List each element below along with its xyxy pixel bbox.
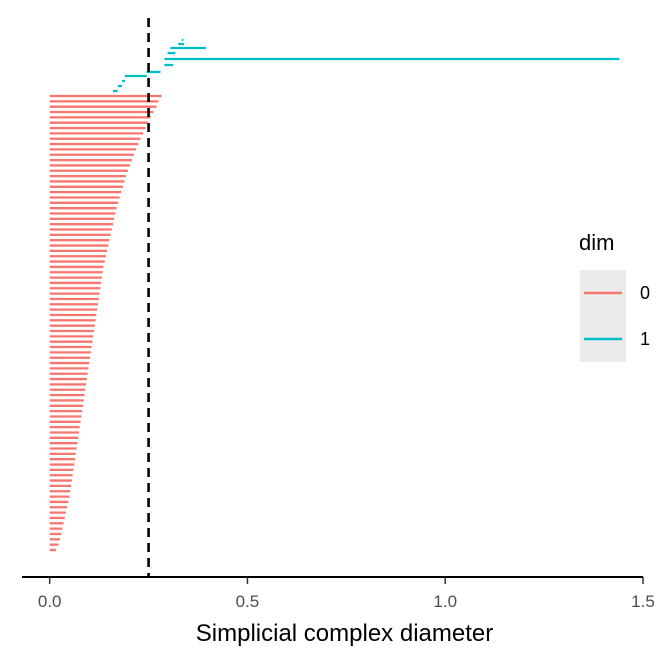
x-tick-label-0: 0.0 [38,592,62,611]
x-tick-label-3: 1.5 [631,592,655,611]
legend-entries: 01 [584,283,650,349]
x-axis-ticks: 0.0 0.5 1.0 1.5 [38,577,655,611]
x-axis-title: Simplicial complex diameter [196,620,493,647]
barcode-bars [49,38,620,552]
legend: dim 01 [579,230,650,362]
legend-key-background [580,270,626,362]
legend-label-1: 1 [640,329,650,349]
legend-title: dim [579,230,614,255]
legend-label-0: 0 [640,283,650,303]
x-tick-label-2: 1.0 [433,592,457,611]
x-tick-label-1: 0.5 [236,592,260,611]
